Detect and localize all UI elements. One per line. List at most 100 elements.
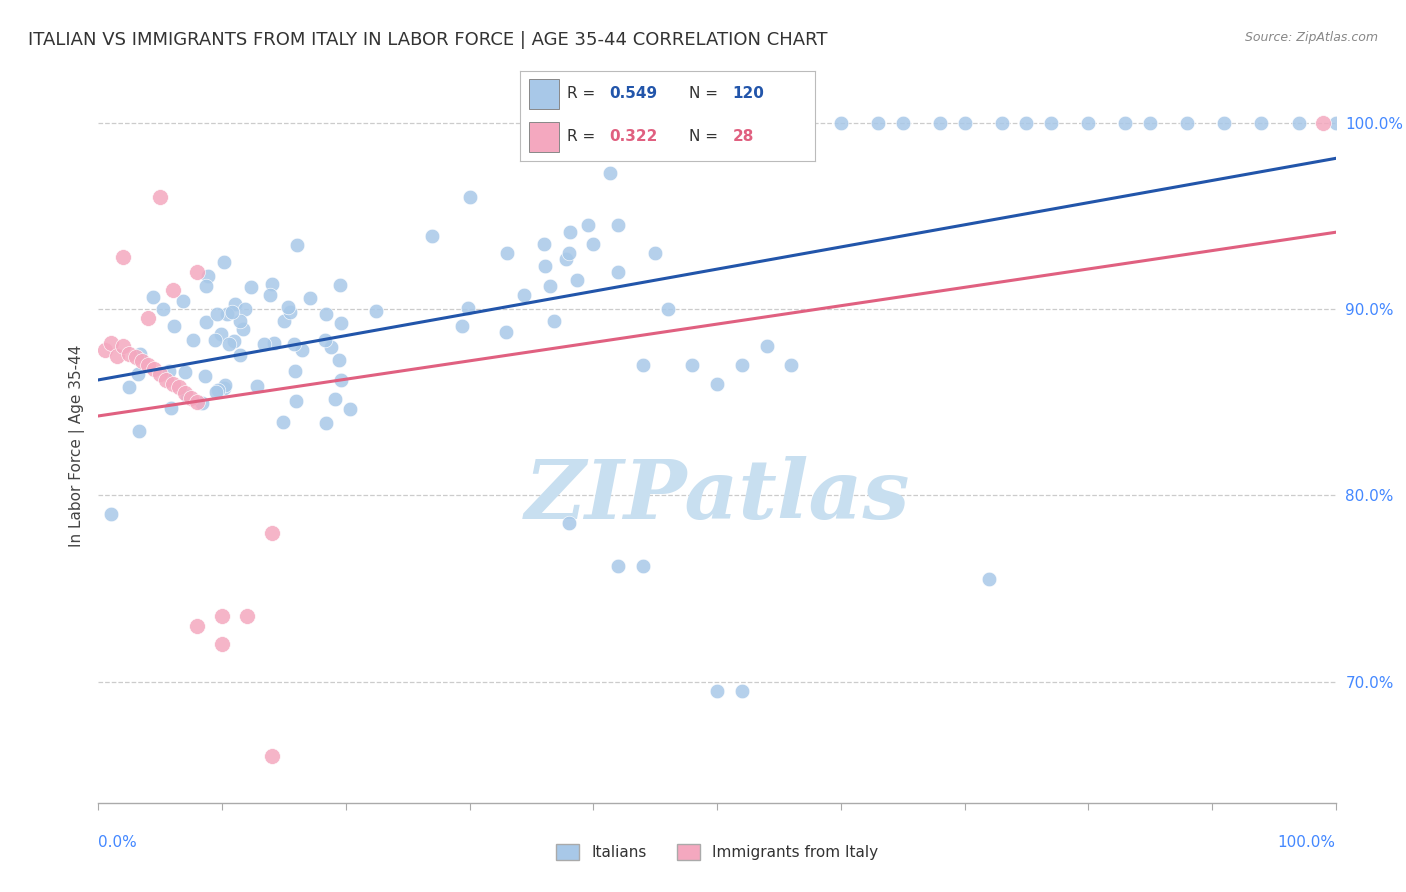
Point [534, 259, 557, 273]
Point [221, 305, 243, 319]
Point [420, 229, 443, 244]
Point [891, 116, 914, 130]
Point [543, 314, 565, 328]
Point [218, 336, 240, 351]
Text: 0.322: 0.322 [609, 129, 657, 144]
Point [953, 116, 976, 130]
Point [181, 334, 204, 348]
Point [538, 278, 561, 293]
Point [239, 280, 262, 294]
Point [212, 254, 235, 268]
Point [1213, 116, 1236, 130]
Point [495, 246, 517, 260]
Point [451, 319, 474, 334]
Point [284, 364, 307, 378]
Point [1288, 116, 1310, 130]
Point [194, 315, 217, 329]
Text: ZIPatlas: ZIPatlas [524, 456, 910, 536]
Point [204, 385, 226, 400]
Point [211, 637, 233, 651]
Point [1015, 116, 1038, 130]
Text: R =: R = [568, 129, 600, 144]
Point [990, 116, 1012, 130]
Point [273, 314, 295, 328]
Point [155, 373, 177, 387]
Point [1312, 116, 1334, 130]
Point [149, 368, 172, 382]
Point [731, 358, 754, 372]
Point [830, 116, 852, 130]
Point [105, 349, 128, 363]
Point [167, 380, 190, 394]
Point [136, 311, 159, 326]
Point [131, 354, 153, 368]
Point [457, 301, 479, 315]
Point [214, 378, 236, 392]
Point [557, 516, 579, 531]
Point [186, 265, 208, 279]
Text: N =: N = [689, 129, 723, 144]
Point [100, 335, 122, 350]
Point [780, 358, 803, 372]
Text: R =: R = [568, 87, 600, 101]
Point [1040, 116, 1063, 130]
Text: N =: N = [689, 87, 723, 101]
Point [273, 415, 295, 429]
Point [129, 347, 152, 361]
Point [329, 374, 352, 388]
Point [278, 305, 301, 319]
Point [212, 381, 235, 395]
Point [631, 358, 654, 372]
Point [93, 343, 115, 357]
FancyBboxPatch shape [529, 79, 558, 109]
Point [557, 246, 579, 260]
Point [253, 336, 276, 351]
Point [211, 609, 233, 624]
Point [224, 297, 246, 311]
Point [112, 250, 135, 264]
Y-axis label: In Labor Force | Age 35-44: In Labor Force | Age 35-44 [69, 345, 84, 547]
Point [224, 334, 246, 349]
Point [173, 365, 195, 379]
Point [339, 401, 361, 416]
Point [100, 507, 122, 521]
Point [284, 393, 307, 408]
Point [599, 166, 621, 180]
Point [259, 288, 281, 302]
Point [555, 252, 578, 267]
Point [118, 347, 141, 361]
Point [163, 318, 186, 333]
Point [142, 290, 165, 304]
Point [207, 383, 229, 397]
Point [755, 339, 778, 353]
Point [681, 358, 703, 372]
Point [866, 116, 889, 130]
Point [197, 268, 219, 283]
Point [159, 401, 181, 415]
Point [291, 343, 314, 358]
Point [149, 190, 172, 204]
Point [607, 559, 630, 574]
Point [582, 236, 605, 251]
Point [204, 333, 226, 347]
Point [277, 300, 299, 314]
Point [495, 325, 517, 339]
Point [180, 392, 202, 406]
Point [191, 396, 214, 410]
Point [283, 336, 305, 351]
Point [112, 339, 135, 353]
Point [172, 294, 194, 309]
Point [979, 572, 1001, 586]
Point [186, 395, 208, 409]
Point [706, 376, 728, 391]
Point [263, 335, 285, 350]
Text: ITALIAN VS IMMIGRANTS FROM ITALY IN LABOR FORCE | AGE 35-44 CORRELATION CHART: ITALIAN VS IMMIGRANTS FROM ITALY IN LABO… [28, 31, 828, 49]
Point [217, 308, 239, 322]
Point [1250, 116, 1272, 130]
Point [706, 684, 728, 698]
Point [194, 368, 217, 383]
Point [1077, 116, 1099, 130]
Point [152, 302, 174, 317]
Point [319, 339, 342, 353]
Point [644, 246, 666, 260]
